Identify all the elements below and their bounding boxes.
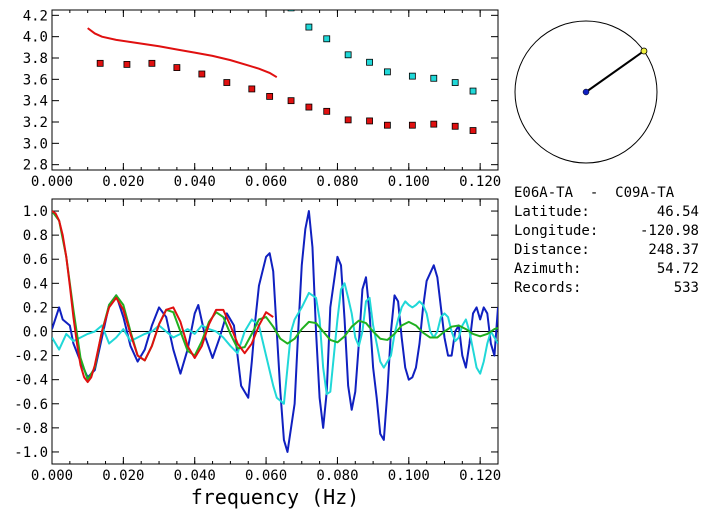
velocity-marker — [148, 59, 156, 67]
coherency-y-tick-label: 1.0 — [23, 204, 48, 220]
velocity-x-tick-label: 0.080 — [316, 174, 358, 190]
velocity-marker — [344, 116, 352, 124]
velocity-marker — [469, 127, 477, 134]
velocity-data — [87, 10, 477, 134]
station-pair: E06A-TA - C09A-TA — [514, 184, 699, 203]
coherency-y-tick-label: 0.8 — [23, 228, 48, 244]
velocity-y-tick-label: 3.8 — [23, 51, 48, 67]
velocity-marker — [287, 97, 295, 105]
coherency-x-tick-label: 0.120 — [459, 468, 501, 484]
azimuth-label: Azimuth: — [514, 261, 582, 277]
velocity-x-tick-label: 0.020 — [102, 174, 144, 190]
velocity-curve — [87, 27, 278, 79]
x-axis-title: frequency (Hz) — [191, 485, 360, 509]
coherency-series-line — [52, 210, 498, 453]
coherency-plot: 0.000 0.020 0.040 0.060 0.080 0.100 0.120 -1.0 -… — [14, 198, 501, 509]
velocity-marker — [266, 93, 274, 100]
coherency-y-tick-label: 0.6 — [23, 252, 48, 268]
velocity-marker — [344, 51, 352, 59]
velocity-marker — [323, 35, 331, 43]
velocity-y-tick-label: 3.0 — [23, 136, 48, 152]
coherency-y-tick-label: -0.6 — [14, 397, 48, 413]
velocity-marker — [305, 23, 313, 31]
velocity-marker — [366, 117, 373, 125]
distance-label: Distance: — [514, 242, 590, 258]
velocity-y-tick-label: 3.4 — [23, 94, 48, 110]
velocity-marker — [223, 79, 231, 86]
coherency-x-tick-label: 0.020 — [102, 468, 144, 484]
velocity-marker — [408, 121, 416, 129]
velocity-marker — [451, 79, 459, 86]
coherency-x-tick-label: 0.060 — [245, 468, 287, 484]
station-target-dot — [640, 47, 648, 55]
azimuth-line — [585, 50, 645, 93]
coherency-x-tick-label: 0.100 — [388, 468, 430, 484]
velocity-marker — [123, 61, 131, 68]
coherency-y-tick-label: -0.8 — [14, 421, 48, 437]
velocity-marker — [383, 121, 391, 129]
velocity-marker — [96, 59, 104, 67]
latitude-row: Latitude: 46.54 — [514, 203, 699, 222]
velocity-marker — [430, 120, 438, 128]
distance-value: 248.37 — [648, 242, 699, 258]
velocity-plot: 0.000 0.020 0.040 0.060 0.080 0.100 0.120 2.8 3.… — [23, 8, 502, 190]
velocity-frame — [51, 9, 499, 171]
station-pair-label: E06A-TA - C09A-TA — [514, 185, 675, 201]
coherency-x-tick-label: 0.000 — [31, 468, 73, 484]
velocity-marker — [305, 103, 313, 111]
records-label: Records: — [514, 280, 582, 296]
longitude-row: Longitude: -120.98 — [514, 222, 699, 241]
coherency-y-tick-label: -0.4 — [14, 373, 48, 389]
velocity-marker — [287, 10, 295, 12]
coherency-x-tick-label: 0.040 — [174, 468, 216, 484]
velocity-marker — [173, 64, 181, 71]
velocity-marker — [451, 122, 459, 130]
coherency-series-line — [52, 210, 498, 381]
longitude-label: Longitude: — [514, 223, 599, 239]
velocity-x-tick-label: 0.100 — [388, 174, 430, 190]
distance-row: Distance: 248.37 — [514, 241, 699, 260]
coherency-data — [52, 210, 498, 453]
coherency-y-tick-label: 0.0 — [23, 325, 48, 341]
coherency-y-tick-label: 0.4 — [23, 276, 48, 292]
velocity-y-tick-label: 2.8 — [23, 158, 48, 174]
velocity-marker — [469, 87, 477, 95]
coherency-y-tick-label: -0.2 — [14, 349, 48, 365]
azimuth-row: Azimuth: 54.72 — [514, 260, 699, 279]
records-value: 533 — [673, 280, 699, 296]
velocity-marker — [198, 70, 206, 78]
latitude-value: 46.54 — [656, 204, 699, 220]
station-info-panel: E06A-TA - C09A-TA Latitude: 46.54 Longit… — [514, 184, 699, 298]
velocity-y-tick-label: 4.0 — [23, 30, 48, 46]
coherency-y-tick-label: 0.2 — [23, 300, 48, 316]
velocity-x-tick-label: 0.060 — [245, 174, 287, 190]
longitude-value: -120.98 — [639, 223, 699, 239]
azimuth-value: 54.72 — [656, 261, 699, 277]
latitude-label: Latitude: — [514, 204, 590, 220]
velocity-y-tick-label: 3.2 — [23, 115, 48, 131]
velocity-y-tick-label: 3.6 — [23, 72, 48, 88]
velocity-marker — [366, 58, 373, 66]
velocity-marker — [248, 85, 256, 93]
velocity-x-tick-label: 0.040 — [174, 174, 216, 190]
velocity-x-tick-label: 0.000 — [31, 174, 73, 190]
coherency-x-tick-label: 0.080 — [316, 468, 358, 484]
coherency-series-line — [52, 210, 274, 384]
velocity-x-tick-label: 0.120 — [459, 174, 501, 190]
velocity-marker — [430, 74, 438, 82]
azimuth-compass — [514, 20, 658, 164]
coherency-y-tick-label: -1.0 — [14, 445, 48, 461]
records-row: Records: 533 — [514, 279, 699, 298]
station-origin-dot — [582, 88, 590, 96]
velocity-marker — [408, 72, 416, 80]
velocity-marker — [323, 107, 331, 115]
compass-circle — [514, 20, 658, 164]
velocity-y-tick-label: 4.2 — [23, 8, 48, 24]
velocity-marker — [383, 68, 391, 76]
